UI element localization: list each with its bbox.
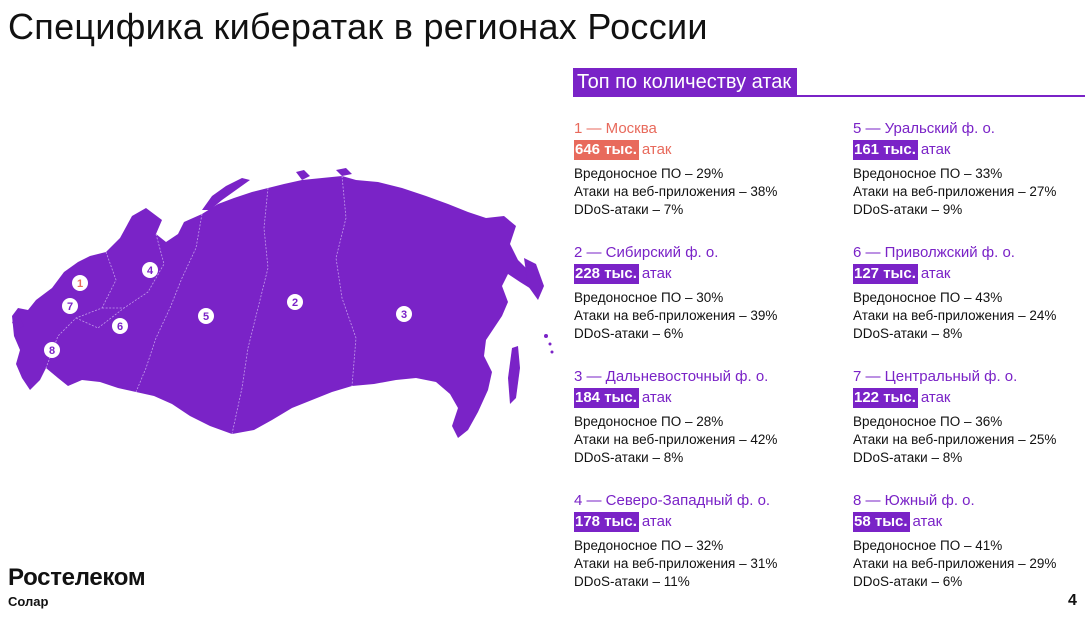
logo-subbrand: Солар [8,594,49,609]
map-kaliningrad [12,318,24,330]
attack-count: 646 тыс. [574,140,639,160]
region-card-7: 7 — Центральный ф. о. 122 тыс. атак Вредо… [853,367,1088,467]
webapp-stat: Атаки на веб-приложения – 38% [574,184,778,199]
malware-stat: Вредоносное ПО – 30% [574,290,724,305]
map-border [135,213,203,393]
map-border [335,175,357,387]
webapp-stat: Атаки на веб-приложения – 39% [574,308,778,323]
attack-count: 58 тыс. [853,512,910,532]
page-number: 4 [1068,592,1077,609]
malware-stat: Вредоносное ПО – 41% [853,538,1003,553]
ddos-stat: DDoS-атаки – 6% [574,326,684,341]
map-marker-label: 4 [147,265,154,277]
map-marker-6: 6 [112,318,128,334]
malware-stat: Вредоносное ПО – 32% [574,538,724,553]
map-marker-1: 1 [72,275,88,291]
map-marker-8: 8 [44,342,60,358]
webapp-stat: Атаки на веб-приложения – 29% [853,556,1057,571]
region-heading: 8 — Южный ф. о. [853,492,975,509]
map-island-dot [550,350,554,354]
webapp-stat: Атаки на веб-приложения – 25% [853,432,1057,447]
attack-count: 161 тыс. [853,140,918,160]
company-logo: Ростелеком Солар [8,564,146,610]
map-kamchatka [524,258,544,300]
attack-count-suffix: атак [641,389,672,406]
attack-count-suffix: атак [641,141,672,158]
map-marker-label: 5 [203,311,209,323]
attack-count-suffix: атак [920,141,951,158]
map-island-dot [548,342,552,346]
region-heading: 6 — Приволжский ф. о. [853,244,1015,261]
map-border [45,251,117,369]
attack-count: 228 тыс. [574,264,639,284]
attack-count-suffix: атак [641,265,672,282]
malware-stat: Вредоносное ПО – 33% [853,166,1003,181]
map-marker-4: 4 [142,262,158,278]
map-marker-3: 3 [396,306,412,322]
section-title: Топ по количеству атак [573,68,798,96]
map-sakhalin [508,346,520,404]
region-heading: 1 — Москва [574,120,657,137]
webapp-stat: Атаки на веб-приложения – 31% [574,556,778,571]
map-border [75,307,125,329]
attack-count: 184 тыс. [574,388,639,408]
region-card-5: 5 — Уральский ф. о. 161 тыс. атак Вредоно… [853,119,1088,219]
map-border [231,187,269,435]
webapp-stat: Атаки на веб-приложения – 27% [853,184,1057,199]
region-card-3: 3 — Дальневосточный ф. о. 184 тыс. атак В… [574,367,836,467]
ddos-stat: DDoS-атаки – 9% [853,202,963,217]
map-arctic-islands [296,168,352,180]
region-heading: 4 — Северо-Западный ф. о. [574,492,771,509]
region-card-1: 1 — Москва 646 тыс. атак Вредоносное ПО –… [574,119,836,219]
russia-map: 1 2 3 4 5 6 7 8 [12,168,554,438]
attack-count-suffix: атак [920,389,951,406]
ddos-stat: DDoS-атаки – 11% [574,574,690,589]
logo-brand: Ростелеком [8,564,146,591]
attack-count: 127 тыс. [853,264,918,284]
section-divider [573,95,1085,97]
attack-count-suffix: атак [920,265,951,282]
ddos-stat: DDoS-атаки – 8% [853,326,963,341]
malware-stat: Вредоносное ПО – 28% [574,414,724,429]
malware-stat: Вредоносное ПО – 36% [853,414,1003,429]
map-novaya-zemlya [202,178,250,210]
region-heading: 5 — Уральский ф. о. [853,120,995,137]
region-heading: 3 — Дальневосточный ф. о. [574,368,769,385]
ddos-stat: DDoS-атаки – 7% [574,202,684,217]
map-landmass [12,176,542,438]
attack-count: 122 тыс. [853,388,918,408]
page-title: Специфика кибератак в регионах России [8,6,708,47]
map-marker-2: 2 [287,294,303,310]
attack-count-suffix: атак [641,513,672,530]
malware-stat: Вредоносное ПО – 29% [574,166,724,181]
map-marker-label: 8 [49,345,55,357]
map-marker-label: 6 [117,321,123,333]
attack-count: 178 тыс. [574,512,639,532]
map-marker-label: 2 [292,297,298,309]
map-marker-label: 7 [67,301,73,313]
region-card-2: 2 — Сибирский ф. о. 228 тыс. атак Вредоно… [574,243,836,343]
webapp-stat: Атаки на веб-приложения – 42% [574,432,778,447]
ddos-stat: DDoS-атаки – 8% [853,450,963,465]
region-heading: 7 — Центральный ф. о. [853,368,1018,385]
ddos-stat: DDoS-атаки – 8% [574,450,684,465]
map-marker-7: 7 [62,298,78,314]
map-border [102,233,165,309]
map-marker-label: 3 [401,309,407,321]
region-card-8: 8 — Южный ф. о. 58 тыс. атак Вредоносное … [853,491,1088,591]
region-heading: 2 — Сибирский ф. о. [574,244,719,261]
map-marker-5: 5 [198,308,214,324]
map-island-dot [544,334,548,338]
webapp-stat: Атаки на веб-приложения – 24% [853,308,1057,323]
attack-count-suffix: атак [912,513,943,530]
map-marker-label: 1 [77,278,83,290]
malware-stat: Вредоносное ПО – 43% [853,290,1003,305]
region-card-6: 6 — Приволжский ф. о. 127 тыс. атак Вредо… [853,243,1088,343]
region-card-4: 4 — Северо-Западный ф. о. 178 тыс. атак В… [574,491,836,591]
ddos-stat: DDoS-атаки – 6% [853,574,963,589]
